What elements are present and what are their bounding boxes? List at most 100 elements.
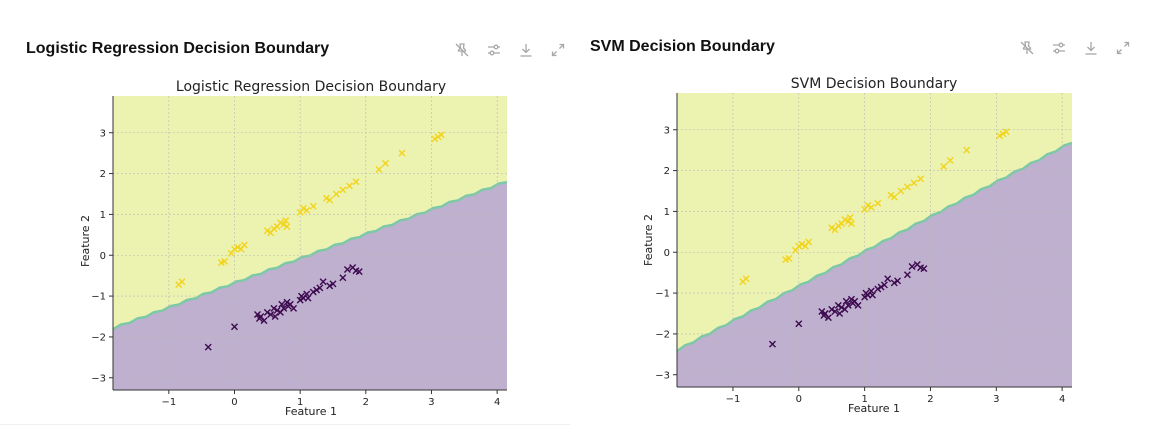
pin-off-icon[interactable] bbox=[452, 40, 472, 60]
purple-class-point bbox=[920, 265, 928, 273]
yellow-class-point bbox=[431, 135, 439, 143]
purple-class-point bbox=[836, 310, 844, 317]
y-tick-label: −3 bbox=[91, 373, 106, 384]
yellow-class-point bbox=[1002, 128, 1010, 136]
scatter-plot-svm: SVM Decision Boundary Feature 1 Feature … bbox=[642, 76, 1072, 415]
yellow-class-point bbox=[996, 132, 1004, 140]
purple-class-point bbox=[319, 278, 327, 286]
yellow-class-point bbox=[798, 240, 806, 248]
sliders-icon[interactable] bbox=[1049, 38, 1069, 58]
purple-class-point bbox=[894, 277, 902, 285]
purple-class-point bbox=[309, 288, 317, 296]
x-tick-label: 1 bbox=[297, 397, 303, 408]
x-tick-label: 2 bbox=[363, 397, 369, 408]
yellow-class-point bbox=[795, 242, 803, 250]
purple-class-point bbox=[283, 298, 291, 306]
yellow-class-point bbox=[283, 223, 291, 231]
x-tick-label: 3 bbox=[993, 394, 999, 405]
yellow-class-point bbox=[874, 199, 882, 207]
purple-class-point bbox=[824, 314, 832, 322]
yellow-class-point bbox=[846, 214, 854, 222]
purple-class-point bbox=[260, 317, 268, 325]
yellow-class-point bbox=[890, 193, 898, 201]
chart-panel-logistic: Logistic Regression Decision Boundary Lo… bbox=[0, 0, 580, 447]
yellow-class-point bbox=[382, 159, 390, 167]
purple-class-point bbox=[908, 263, 916, 271]
purple-class-point bbox=[834, 301, 842, 309]
expand-icon[interactable] bbox=[548, 40, 568, 60]
y-tick-label: −2 bbox=[91, 332, 106, 343]
purple-class-point bbox=[343, 266, 351, 274]
download-icon[interactable] bbox=[1081, 38, 1101, 58]
yellow-class-point bbox=[178, 278, 186, 286]
plot-area: −1 0 1 2 3 4 −3 −2 −1 0 1 2 3 bbox=[655, 93, 1072, 405]
y-axis-label: Feature 2 bbox=[642, 214, 655, 266]
yellow-class-point bbox=[940, 163, 948, 170]
yellow-class-point bbox=[221, 257, 229, 265]
y-tick-label: −1 bbox=[91, 292, 106, 303]
y-tick-label: −2 bbox=[655, 329, 670, 340]
purple-class-point bbox=[874, 285, 882, 293]
download-icon[interactable] bbox=[516, 40, 536, 60]
x-tick-label: −1 bbox=[726, 394, 741, 405]
purple-class-point bbox=[795, 320, 803, 328]
purple-class-point bbox=[844, 301, 852, 309]
purple-class-point bbox=[854, 301, 862, 309]
y-axis-label: Feature 2 bbox=[79, 215, 92, 267]
yellow-class-point bbox=[828, 224, 836, 232]
yellow-class-point bbox=[910, 179, 918, 187]
yellow-class-point bbox=[897, 187, 905, 195]
y-tick-label: 1 bbox=[664, 207, 670, 218]
purple-class-point bbox=[831, 307, 839, 315]
x-tick-label: 0 bbox=[796, 394, 802, 405]
yellow-class-point bbox=[280, 221, 288, 229]
purple-class-point bbox=[271, 313, 279, 320]
yellow-class-point bbox=[299, 204, 307, 212]
yellow-class-point bbox=[437, 131, 445, 139]
yellow-class-point bbox=[946, 156, 954, 164]
purple-class-point bbox=[270, 304, 278, 312]
purple-class-point bbox=[869, 291, 877, 299]
yellow-class-point bbox=[867, 203, 875, 211]
y-tick-label: −3 bbox=[655, 370, 670, 381]
expand-icon[interactable] bbox=[1113, 38, 1133, 58]
yellow-class-point bbox=[887, 191, 895, 199]
yellow-class-point bbox=[230, 245, 238, 253]
yellow-class-point bbox=[742, 275, 750, 283]
x-axis-label: Feature 1 bbox=[285, 405, 337, 418]
yellow-class-point bbox=[999, 130, 1007, 138]
yellow-class-point bbox=[847, 220, 855, 228]
purple-class-point bbox=[204, 343, 212, 351]
y-tick-label: 0 bbox=[664, 248, 670, 259]
yellow-class-point bbox=[903, 183, 911, 191]
yellow-class-point bbox=[326, 196, 334, 204]
sliders-icon[interactable] bbox=[484, 40, 504, 60]
pin-off-icon[interactable] bbox=[1017, 38, 1037, 58]
yellow-class-point bbox=[345, 182, 353, 190]
purple-class-point bbox=[818, 307, 826, 315]
x-tick-label: 2 bbox=[927, 394, 933, 405]
yellow-class-point bbox=[963, 146, 971, 154]
purple-class-point bbox=[339, 274, 347, 282]
purple-class-point bbox=[884, 275, 892, 283]
purple-class-point bbox=[278, 300, 286, 308]
chart-toolbar bbox=[1017, 38, 1133, 58]
panel-title: Logistic Regression Decision Boundary bbox=[26, 40, 330, 57]
x-tick-label: 4 bbox=[494, 397, 500, 408]
x-tick-label: 3 bbox=[428, 397, 434, 408]
yellow-class-point bbox=[834, 222, 842, 230]
chart-title: SVM Decision Boundary bbox=[791, 76, 957, 92]
purple-class-point bbox=[847, 295, 855, 303]
y-tick-label: 3 bbox=[100, 128, 106, 139]
purple-class-point bbox=[304, 294, 312, 302]
yellow-class-point bbox=[276, 219, 284, 227]
yellow-class-point bbox=[785, 254, 793, 262]
purple-class-point bbox=[903, 271, 911, 279]
yellow-class-point bbox=[844, 218, 852, 226]
purple-class-point bbox=[253, 310, 261, 318]
yellow-class-point bbox=[322, 194, 330, 202]
scatter-plot-logistic: Logistic Regression Decision Boundary Fe… bbox=[79, 79, 507, 418]
x-axis-label: Feature 1 bbox=[848, 402, 900, 415]
yellow-class-point bbox=[375, 166, 383, 173]
yellow-class-point bbox=[332, 190, 340, 198]
